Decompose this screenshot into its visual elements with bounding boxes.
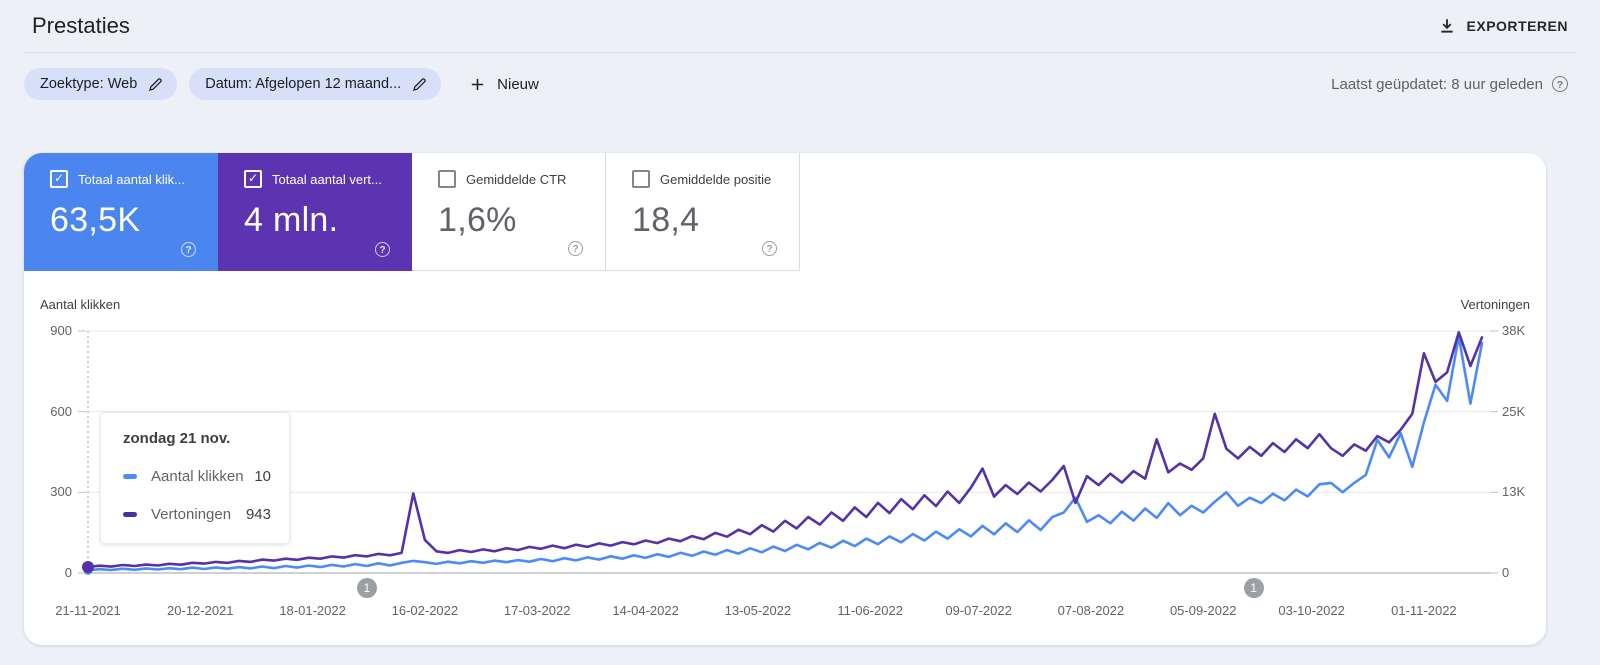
metric-label: Totaal aantal vert... [272, 171, 382, 187]
x-axis-tick: 14-04-2022 [612, 603, 679, 618]
help-icon[interactable]: ? [762, 241, 777, 256]
left-axis-tick: 300 [50, 484, 72, 500]
filter-bar: Zoektype: Web Datum: Afgelopen 12 maand.… [24, 68, 1568, 100]
checkbox-unchecked-icon[interactable] [632, 170, 650, 188]
edit-pencil-icon [148, 77, 163, 92]
export-button[interactable]: EXPORTEREN [1438, 17, 1568, 35]
annotation-marker[interactable]: 1 [1243, 578, 1264, 598]
checkbox-checked-icon[interactable]: ✓ [50, 170, 68, 188]
help-icon[interactable]: ? [568, 241, 583, 256]
tooltip-row-clicks: Aantal klikken 10 [123, 468, 271, 485]
plus-icon [469, 76, 486, 93]
x-axis-tick: 13-05-2022 [724, 603, 792, 618]
x-axis-tick: 01-11-2022 [1391, 603, 1457, 618]
tooltip-row-impressions: Vertoningen 943 [123, 506, 271, 523]
x-axis-tick: 18-01-2022 [279, 603, 346, 618]
impressions-series-swatch [123, 512, 137, 517]
page-title: Prestaties [32, 13, 130, 38]
header-divider [24, 52, 1576, 53]
download-icon [1438, 17, 1456, 35]
date-range-chip-label: Datum: Afgelopen 12 maand... [205, 76, 402, 92]
left-axis-tick: 900 [50, 323, 72, 338]
checkbox-checked-icon[interactable]: ✓ [244, 170, 262, 188]
right-axis-tick: 13K [1502, 484, 1526, 500]
last-updated-text: Laatst geüpdatet: 8 uur geleden [1331, 75, 1543, 93]
metric-label: Gemiddelde positie [660, 171, 772, 187]
page-header: Prestaties EXPORTEREN [32, 0, 1568, 52]
performance-card: ✓ Totaal aantal klik... 63,5K ? ✓ Totaal… [24, 153, 1546, 645]
x-axis-tick: 11-06-2022 [837, 603, 903, 618]
export-label: EXPORTEREN [1466, 18, 1568, 34]
right-axis-title: Vertoningen [1460, 297, 1530, 312]
left-axis-tick: 600 [50, 403, 72, 419]
metric-value: 18,4 [632, 201, 700, 239]
search-type-chip-label: Zoektype: Web [40, 76, 138, 92]
date-range-chip[interactable]: Datum: Afgelopen 12 maand... [189, 68, 442, 100]
metric-value: 4 mln. [244, 201, 339, 239]
right-axis-tick: 0 [1502, 565, 1510, 580]
x-axis-tick: 05-09-2022 [1169, 603, 1237, 618]
help-icon[interactable]: ? [181, 242, 196, 257]
last-updated: Laatst geüpdatet: 8 uur geleden ? [1331, 76, 1568, 93]
metric-value: 63,5K [50, 201, 141, 239]
metric-tile-average-ctr[interactable]: Gemiddelde CTR 1,6% ? [412, 153, 606, 271]
annotation-marker[interactable]: 1 [356, 578, 377, 598]
left-axis-tick: 0 [64, 565, 72, 580]
metric-tile-average-position[interactable]: Gemiddelde positie 18,4 ? [606, 153, 800, 271]
metric-tiles: ✓ Totaal aantal klik... 63,5K ? ✓ Totaal… [24, 153, 800, 271]
metric-tile-total-clicks[interactable]: ✓ Totaal aantal klik... 63,5K ? [24, 153, 218, 271]
new-filter-label: Nieuw [497, 75, 539, 93]
clicks-series-swatch [123, 474, 137, 479]
x-axis-tick: 17-03-2022 [503, 603, 571, 618]
metric-label: Gemiddelde CTR [466, 171, 567, 187]
metric-value: 1,6% [438, 201, 517, 239]
chart-tooltip: zondag 21 nov. Aantal klikken 10 Vertoni… [100, 412, 290, 544]
right-axis-tick: 38K [1502, 323, 1526, 338]
edit-pencil-icon [412, 77, 427, 92]
new-filter-button[interactable]: Nieuw [461, 76, 547, 93]
x-axis-tick: 21-11-2021 [55, 603, 121, 618]
x-axis-tick: 20-12-2021 [167, 603, 234, 618]
x-axis-tick: 16-02-2022 [391, 603, 459, 618]
checkbox-unchecked-icon[interactable] [438, 170, 456, 188]
metric-tile-total-impressions[interactable]: ✓ Totaal aantal vert... 4 mln. ? [218, 153, 412, 271]
tooltip-date: zondag 21 nov. [123, 430, 231, 447]
metric-label: Totaal aantal klik... [78, 171, 185, 187]
help-icon[interactable]: ? [1552, 76, 1568, 92]
help-icon[interactable]: ? [375, 242, 390, 257]
right-axis-tick: 25K [1502, 403, 1526, 419]
x-axis-tick: 09-07-2022 [945, 603, 1012, 618]
x-axis-tick: 03-10-2022 [1278, 603, 1345, 618]
search-type-chip[interactable]: Zoektype: Web [24, 68, 178, 100]
left-axis-title: Aantal klikken [40, 297, 121, 312]
x-axis-tick: 07-08-2022 [1057, 603, 1125, 618]
